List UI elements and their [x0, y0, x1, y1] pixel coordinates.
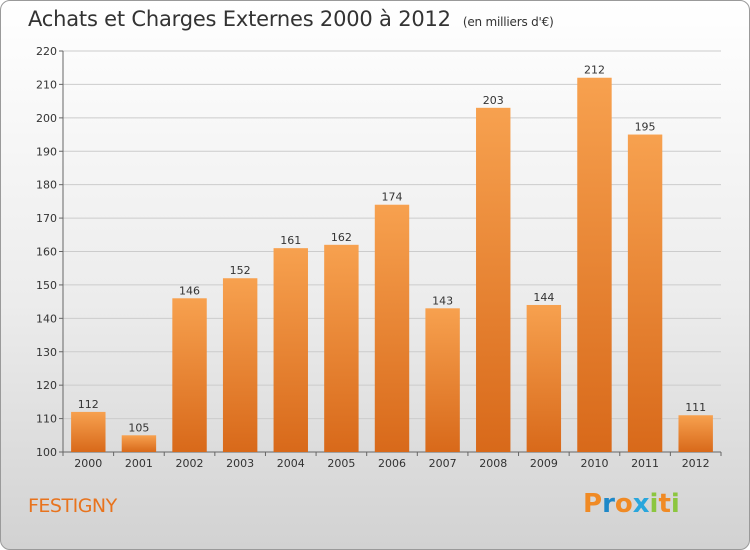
- y-tick-label: 110: [36, 413, 57, 426]
- logo-letter: r: [602, 489, 615, 519]
- commune-name: FESTIGNY: [28, 495, 117, 517]
- data-label: 111: [685, 401, 706, 414]
- y-tick-label: 200: [36, 112, 57, 125]
- bar-2006: [374, 204, 410, 452]
- y-tick-label: 170: [36, 212, 57, 225]
- chart-unit: (en milliers d'€): [462, 15, 554, 29]
- y-tick-label: 140: [36, 312, 57, 325]
- bar-2000: [71, 411, 106, 452]
- x-tick-label: 2001: [125, 457, 153, 470]
- bar-2011: [627, 134, 663, 452]
- x-tick-label: 2008: [479, 457, 507, 470]
- label-layer: 100 110 120 130 140 150 160 170 180 190 200 210 220 2…: [36, 45, 710, 470]
- y-tick-label: 100: [36, 446, 57, 459]
- chart-title-text: Achats et Charges Externes 2000 à 2012: [28, 7, 451, 31]
- x-tick-label: 2009: [530, 457, 558, 470]
- x-tick-label: 2000: [74, 457, 102, 470]
- x-tick-label: 2007: [429, 457, 457, 470]
- chart-title: Achats et Charges Externes 2000 à 2012 (e…: [28, 7, 554, 31]
- logo-letter: o: [614, 489, 633, 519]
- x-tick-label: 2011: [631, 457, 659, 470]
- data-label: 112: [78, 398, 99, 411]
- y-tick-label: 220: [36, 45, 57, 58]
- bar-2010: [577, 77, 612, 452]
- data-label: 174: [382, 191, 403, 204]
- y-tick-label: 160: [36, 246, 57, 259]
- logo-letter: P: [583, 489, 603, 519]
- y-tick-label: 190: [36, 145, 57, 158]
- data-label: 212: [584, 64, 605, 77]
- data-label: 146: [179, 284, 200, 297]
- bar-2007: [425, 308, 460, 452]
- logo-letter: t: [658, 489, 671, 519]
- bar-2005: [324, 244, 359, 452]
- bar-2009: [526, 304, 562, 452]
- bar-2001: [121, 435, 157, 452]
- y-tick-label: 130: [36, 346, 57, 359]
- logo-letter: i: [649, 489, 659, 519]
- data-label: 144: [533, 291, 554, 304]
- x-tick-label: 2004: [277, 457, 305, 470]
- bar-2003: [222, 278, 258, 452]
- bar-2008: [476, 107, 511, 452]
- data-label: 162: [331, 231, 352, 244]
- y-tick-label: 180: [36, 179, 57, 192]
- data-label: 195: [635, 121, 656, 134]
- x-tick-label: 2002: [176, 457, 204, 470]
- x-tick-label: 2003: [226, 457, 254, 470]
- bar-2002: [172, 298, 207, 452]
- logo-letter: i: [670, 489, 680, 519]
- x-tick-label: 2012: [682, 457, 710, 470]
- data-label: 203: [483, 94, 504, 107]
- x-tick-label: 2005: [327, 457, 355, 470]
- x-tick-label: 2006: [378, 457, 406, 470]
- y-tick-label: 120: [36, 379, 57, 392]
- logo-letter: x: [632, 489, 650, 519]
- bar-2012: [678, 415, 713, 452]
- data-label: 105: [128, 421, 149, 434]
- data-label: 143: [432, 294, 453, 307]
- bar-chart: 100 110 120 130 140 150 160 170 180 190 200 210 220 2…: [36, 45, 722, 470]
- y-tick-label: 210: [36, 78, 57, 91]
- data-label: 152: [230, 264, 251, 277]
- data-label: 161: [280, 234, 301, 247]
- bar-2004: [273, 248, 308, 452]
- bar-layer: [71, 77, 713, 452]
- proxiti-logo: Proxiti: [583, 489, 680, 519]
- x-tick-label: 2010: [580, 457, 608, 470]
- y-tick-label: 150: [36, 279, 57, 292]
